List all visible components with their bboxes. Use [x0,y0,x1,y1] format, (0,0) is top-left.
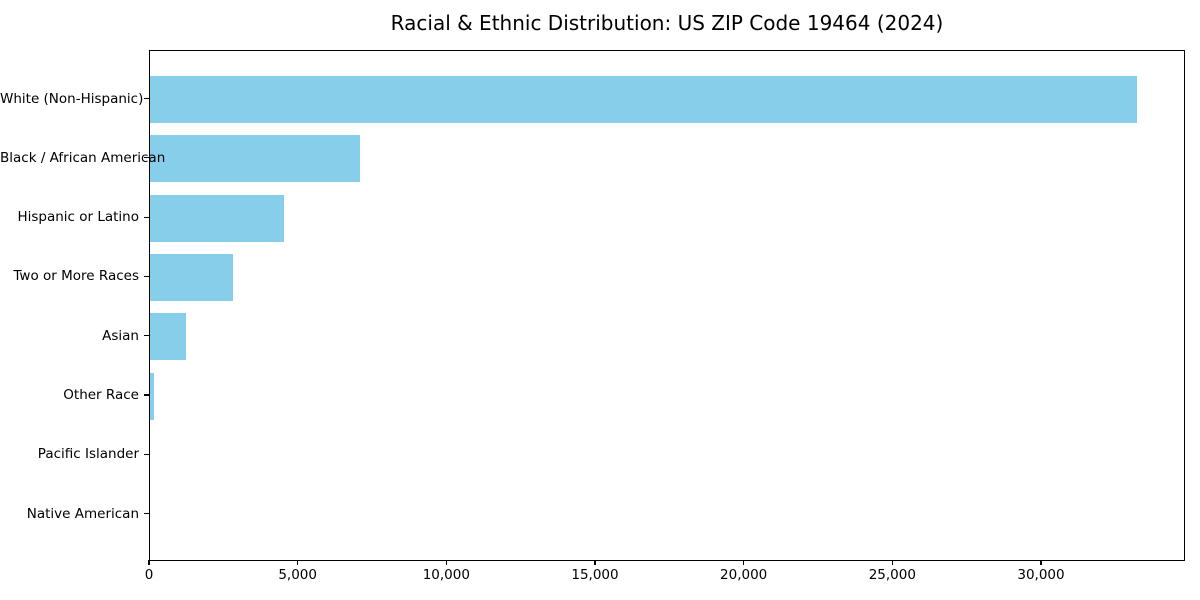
y-tick-label: Native American [26,505,139,522]
x-tick-label: 5,000 [278,567,317,583]
y-tick-mark [144,97,149,100]
x-tick-label: 30,000 [1017,567,1065,583]
y-tick-mark [144,453,149,455]
y-tick-mark [144,394,149,396]
x-tick-label: 15,000 [571,567,619,583]
y-tick-mark [144,335,149,337]
x-tick-mark [148,560,150,565]
y-tick-label: Hispanic or Latino [17,209,139,226]
y-tick-label: Pacific Islander [37,446,139,463]
y-tick-label: Two or More Races [13,268,139,285]
x-tick-label: 0 [144,567,154,583]
y-tick-label: White (Non-Hispanic) [0,90,144,107]
x-tick-mark [594,560,596,565]
y-tick-mark [144,157,149,159]
bar-asian [150,313,186,361]
y-tick-mark [144,275,149,277]
x-tick-label: 20,000 [720,567,768,583]
x-tick-mark [445,560,447,565]
y-tick-mark [144,513,149,515]
x-tick-mark [1040,560,1042,565]
x-tick-label: 10,000 [422,567,470,583]
bar-other-race [150,372,155,420]
x-tick-mark [743,560,745,565]
y-tick-mark [144,216,149,218]
y-tick-label: Other Race [63,387,139,403]
x-tick-mark [891,560,893,565]
chart-title: Racial & Ethnic Distribution: US ZIP Cod… [390,11,944,35]
y-tick-label: Asian [102,327,139,344]
x-tick-mark [297,560,299,565]
y-tick-label: Black / African American [0,149,166,166]
bar-two-or-more-races [150,253,233,301]
x-tick-label: 25,000 [868,567,916,583]
bar-white-non-hispanic [150,76,1137,123]
bar-hispanic-or-latino [150,194,285,242]
plot-area [149,50,1185,561]
bar-black-african-american [150,135,360,183]
